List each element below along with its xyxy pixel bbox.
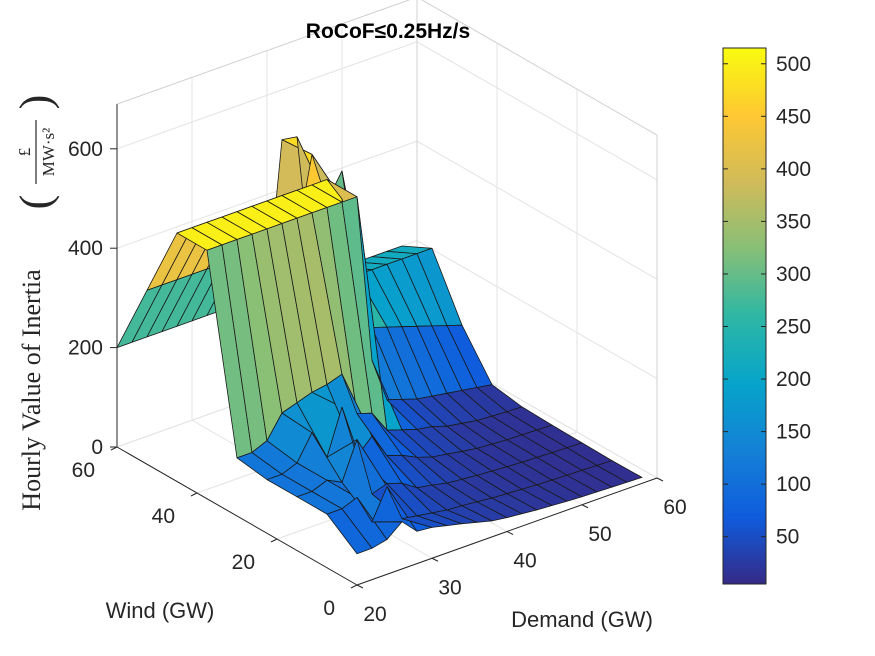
x-tick-label: 60 — [663, 496, 686, 519]
gridline-z-side — [416, 140, 658, 280]
y-tick-mark — [270, 538, 278, 543]
z-axis-label: Hourly Value of Inertia ( £ MW·s² ) — [11, 95, 60, 511]
y-axis-line — [116, 446, 358, 586]
colorbar-tick-label: 250 — [776, 316, 811, 339]
x-axis-label: Demand (GW) — [511, 607, 653, 632]
y-tick-mark — [350, 584, 358, 589]
x-tick-label: 50 — [588, 523, 611, 546]
z-unit-numerator: £ — [15, 148, 34, 157]
colorbar-tick-label: 150 — [776, 421, 811, 444]
colorbar-tick-label: 350 — [776, 210, 811, 233]
colorbar-tick-label: 200 — [776, 368, 811, 391]
x-tick-label: 30 — [438, 576, 461, 599]
colorbar-gradient — [722, 47, 767, 585]
surface-face — [596, 460, 643, 483]
z-tick-label: 200 — [68, 337, 103, 360]
colorbar-tick-label: 50 — [776, 526, 799, 549]
z-unit-open-paren: ( — [11, 195, 60, 210]
gridline-z-side — [416, 240, 658, 380]
gridline-z-side — [416, 41, 658, 181]
x-tick-label: 20 — [363, 603, 386, 626]
z-unit-denominator: MW·s² — [39, 128, 58, 177]
z-axis-label-text: Hourly Value of Inertia — [17, 269, 46, 511]
z-tick-label: 0 — [91, 436, 103, 459]
y-tick-label: 40 — [152, 505, 175, 528]
y-tick-label: 20 — [232, 551, 255, 574]
chart-title: RoCoF≤0.25Hz/s — [306, 20, 470, 43]
y-tick-mark — [190, 492, 198, 497]
y-tick-label: 60 — [72, 459, 95, 482]
x-tick-mark — [656, 477, 664, 482]
colorbar-tick-label: 450 — [776, 105, 811, 128]
x-tick-mark — [581, 504, 589, 509]
colorbar-ticks: 50 100 150 200 250 300 350 400 450 500 — [723, 53, 811, 549]
x-tick-label: 40 — [513, 550, 536, 573]
y-tick-label: 0 — [323, 597, 335, 620]
colorbar-tick-label: 500 — [776, 53, 811, 76]
colorbar-tick-label: 400 — [776, 158, 811, 181]
z-tick-label: 600 — [68, 138, 103, 161]
x-tick-mark — [356, 584, 364, 589]
z-tick-label: 400 — [68, 237, 103, 260]
y-axis-label: Wind (GW) — [106, 598, 215, 623]
x-tick-mark — [431, 557, 439, 562]
surface-mesh — [116, 136, 643, 555]
colorbar-tick-label: 300 — [776, 263, 811, 286]
colorbar-tick-label: 100 — [776, 473, 811, 496]
z-unit-close-paren: ) — [11, 95, 60, 110]
colorbar: 50 100 150 200 250 300 350 400 450 500 — [722, 47, 811, 585]
x-tick-mark — [506, 531, 514, 535]
